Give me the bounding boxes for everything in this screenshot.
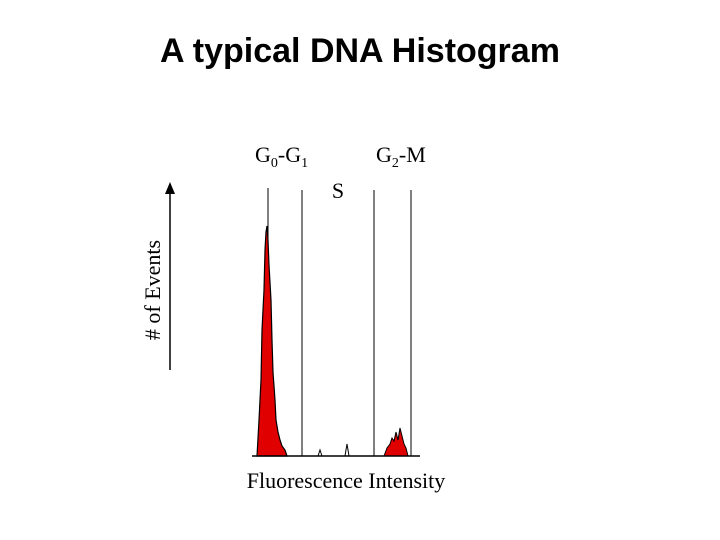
g0-g1-peak [256,225,288,457]
label-part: -G [278,142,301,167]
label-sub: 0 [271,156,278,171]
label-part: -M [399,142,426,167]
label-part: G [255,142,271,167]
label-sub: 2 [392,156,399,171]
g0-g1-label: G0-G1 [255,142,308,171]
y-axis-label: # of Events [140,240,165,340]
label-part: G [376,142,392,167]
s-label: S [332,178,344,203]
title: A typical DNA Histogram [160,32,560,70]
g2-m-peak [383,427,409,457]
x-axis-label: Fluorescence Intensity [247,468,446,493]
g2-m-label: G2-M [376,142,426,171]
y-arrowhead [165,182,175,194]
s-phase-noise [317,443,350,457]
label-sub: 1 [301,156,308,171]
